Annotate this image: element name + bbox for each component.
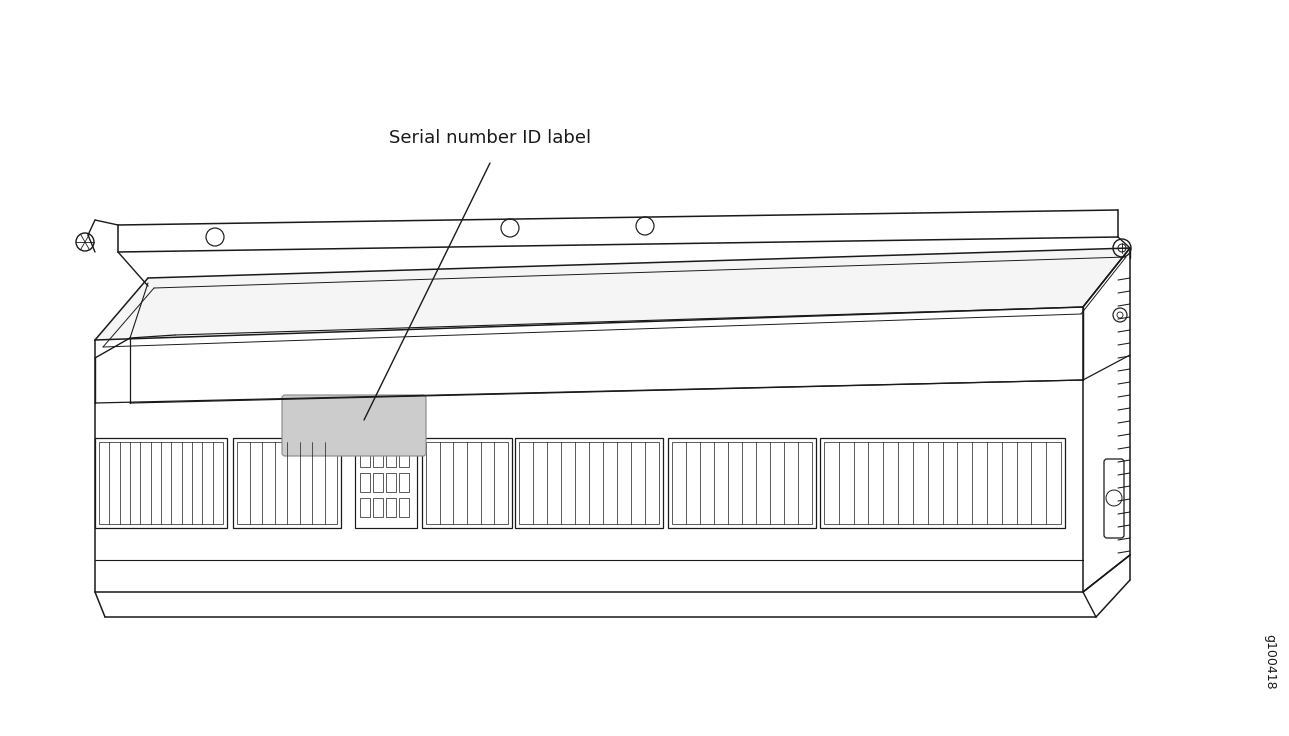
Bar	[425, 442, 508, 524]
Bar	[360, 498, 370, 517]
Bar	[373, 448, 383, 467]
Bar	[385, 448, 396, 467]
Bar	[820, 438, 1065, 528]
Polygon shape	[95, 248, 1130, 340]
Bar	[385, 473, 396, 492]
Bar	[99, 442, 223, 524]
Bar	[519, 442, 659, 524]
Bar	[668, 438, 816, 528]
Bar	[360, 473, 370, 492]
Bar	[360, 448, 370, 467]
Bar	[373, 498, 383, 517]
Bar	[385, 498, 396, 517]
Text: g100418: g100418	[1263, 634, 1276, 690]
Bar	[400, 448, 409, 467]
Bar	[422, 438, 512, 528]
Text: Serial number ID label: Serial number ID label	[389, 129, 592, 147]
Bar	[373, 473, 383, 492]
Bar	[516, 438, 663, 528]
Bar	[672, 442, 812, 524]
Bar	[233, 438, 342, 528]
Bar	[400, 498, 409, 517]
Bar	[824, 442, 1061, 524]
Bar	[354, 443, 418, 528]
Bar	[237, 442, 336, 524]
Bar	[400, 473, 409, 492]
Bar	[95, 438, 227, 528]
FancyBboxPatch shape	[282, 395, 425, 456]
